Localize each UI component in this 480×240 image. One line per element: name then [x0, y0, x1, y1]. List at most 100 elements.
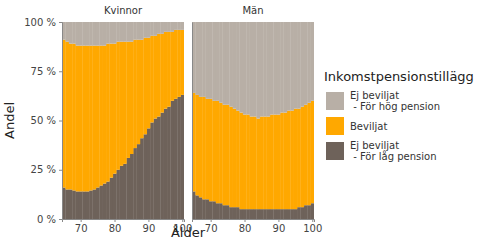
bar	[143, 134, 147, 219]
bar	[290, 22, 294, 111]
bar	[72, 190, 76, 219]
bar	[300, 107, 304, 207]
bar	[143, 38, 147, 135]
bar	[239, 22, 243, 113]
bar	[304, 205, 308, 219]
tick-mark	[115, 219, 116, 222]
bar	[113, 44, 117, 174]
tick: 25 %	[31, 164, 62, 175]
bar	[206, 99, 210, 199]
bar	[103, 46, 107, 184]
bar	[116, 170, 120, 219]
bar	[311, 101, 314, 203]
bar	[72, 22, 76, 44]
tick-label: 70	[75, 223, 88, 234]
bar	[181, 22, 184, 30]
bar	[277, 209, 281, 219]
bar	[106, 182, 110, 219]
bar	[170, 22, 174, 32]
bar	[236, 207, 240, 219]
bar	[287, 209, 291, 219]
tick: 100 %	[24, 17, 62, 28]
bar	[253, 117, 257, 210]
bar	[311, 22, 314, 101]
bar	[253, 22, 257, 117]
legend-swatch	[326, 117, 344, 135]
bar	[181, 30, 184, 95]
bar	[256, 119, 260, 210]
bar	[219, 203, 223, 219]
bar	[202, 97, 206, 199]
bar	[250, 209, 254, 219]
tick: 50 %	[31, 115, 62, 126]
bar	[164, 109, 168, 219]
bar	[311, 203, 314, 219]
bar	[167, 32, 171, 107]
tick-label: 80	[109, 223, 122, 234]
bar	[223, 22, 227, 105]
bar	[69, 189, 73, 219]
bar	[307, 103, 311, 205]
bar	[140, 40, 144, 139]
bar	[209, 201, 213, 219]
bar	[150, 122, 154, 219]
bar	[89, 190, 93, 219]
bar	[239, 113, 243, 210]
bar	[297, 22, 301, 109]
bar	[195, 195, 199, 219]
bar	[270, 22, 274, 115]
legend-label: Beviljat	[350, 121, 387, 132]
bar	[137, 144, 141, 219]
bar	[86, 22, 90, 46]
tick-mark	[81, 219, 82, 222]
bar	[65, 22, 69, 42]
bar	[130, 22, 134, 42]
tick: 100	[303, 219, 322, 234]
bar	[280, 113, 284, 210]
bar	[76, 46, 80, 192]
bar	[226, 22, 230, 105]
bar	[284, 113, 288, 210]
bar	[126, 158, 130, 219]
bar	[263, 22, 267, 117]
bar	[123, 42, 127, 164]
series	[62, 22, 184, 46]
bar	[250, 22, 254, 117]
bar	[294, 109, 298, 209]
bar	[65, 189, 69, 219]
legend-label: Ej beviljat - För hög pension	[350, 90, 440, 112]
bar	[263, 209, 267, 219]
tick: 80	[109, 219, 122, 234]
bar	[130, 154, 134, 219]
legend-label: Ej beviljat - För låg pension	[350, 140, 436, 162]
bar	[174, 30, 178, 99]
bar	[212, 22, 216, 101]
bar	[133, 22, 137, 40]
bar	[150, 36, 154, 123]
bar	[219, 22, 223, 103]
tick-mark	[211, 219, 212, 222]
bar	[126, 22, 130, 42]
bar	[256, 22, 260, 119]
facet-title: Kvinnor	[104, 5, 143, 16]
bar	[223, 205, 227, 219]
bar	[89, 46, 93, 191]
series	[192, 22, 314, 119]
bar	[270, 209, 274, 219]
tick-mark	[245, 219, 246, 222]
bar	[267, 117, 271, 210]
bar	[86, 46, 90, 192]
bar	[120, 42, 124, 166]
tick-label: 25 %	[31, 164, 56, 175]
y-axis: 0 %25 %50 %75 %100 %	[24, 17, 62, 225]
bar	[174, 22, 178, 30]
bar	[195, 22, 199, 95]
bar	[233, 207, 237, 219]
y-axis	[192, 23, 194, 220]
bar	[229, 22, 233, 107]
bar	[130, 42, 134, 154]
bar	[277, 115, 281, 210]
bar	[219, 103, 223, 203]
legend-swatch	[326, 92, 344, 110]
chart: Kvinnor7080901000 %25 %50 %75 %100 %Män7…	[0, 0, 480, 240]
